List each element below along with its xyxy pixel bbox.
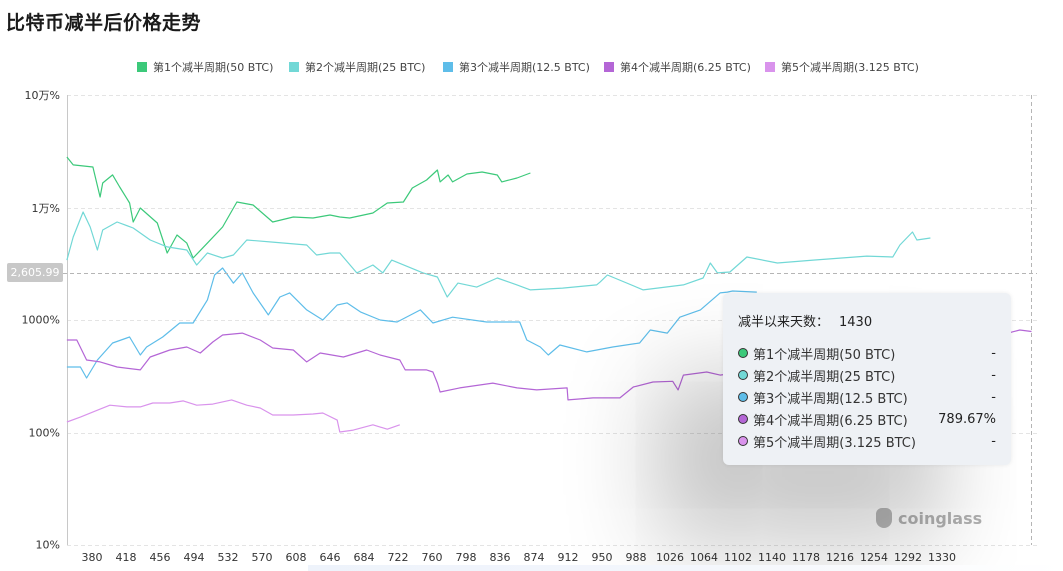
- y-tick-label: 10万%: [24, 89, 60, 102]
- x-tick-label: 836: [489, 551, 511, 564]
- series-dot-icon: [738, 370, 748, 380]
- legend-item-5[interactable]: 第5个减半周期(3.125 BTC): [765, 59, 919, 75]
- tooltip-row-label: 第4个减半周期(6.25 BTC): [753, 413, 908, 429]
- x-tick-label: 1254: [860, 551, 888, 564]
- x-tick-label: 570: [251, 551, 273, 564]
- tooltip-row: 第4个减半周期(6.25 BTC) 789.67%: [738, 409, 996, 429]
- tooltip-row: 第1个减半周期(50 BTC) -: [738, 343, 996, 363]
- y-tick-label: 1万%: [31, 201, 60, 215]
- legend-label: 第2个减半周期(25 BTC): [305, 61, 426, 74]
- x-tick-label: 1102: [724, 551, 752, 564]
- series-line-5[interactable]: [66, 399, 400, 433]
- series-line-3[interactable]: [66, 267, 757, 379]
- x-tick-label: 1330: [928, 551, 956, 564]
- crosshair-y-label: 2,605.99: [7, 263, 63, 282]
- legend-item-3[interactable]: 第3个减半周期(12.5 BTC): [443, 59, 590, 75]
- x-tick-label: 874: [523, 551, 545, 564]
- x-tick-label: 722: [387, 551, 409, 564]
- x-tick-label: 494: [183, 551, 205, 564]
- series-line-4[interactable]: [66, 329, 1032, 401]
- tooltip-row-value: -: [991, 433, 996, 449]
- legend-swatch-icon: [443, 62, 453, 72]
- legend-swatch-icon: [765, 62, 775, 72]
- legend-item-2[interactable]: 第2个减半周期(25 BTC): [289, 59, 425, 75]
- series-dot-icon: [738, 392, 748, 402]
- tooltip-row: 第2个减半周期(25 BTC) -: [738, 365, 996, 385]
- legend-label: 第5个减半周期(3.125 BTC): [781, 61, 919, 74]
- legend-swatch-icon: [289, 62, 299, 72]
- tooltip-row-value: -: [991, 345, 996, 361]
- chart-tooltip: 减半以来天数： 1430 第1个减半周期(50 BTC) - 第2个减半周期(25 B…: [723, 293, 1011, 465]
- x-tick-label: 608: [285, 551, 307, 564]
- x-tick-label: 988: [625, 551, 647, 564]
- x-tick-label: 1064: [690, 551, 718, 564]
- x-tick-label: 646: [319, 551, 341, 564]
- legend-swatch-icon: [604, 62, 614, 72]
- series-line-2[interactable]: [66, 211, 931, 298]
- x-tick-label: 418: [115, 551, 137, 564]
- legend-label: 第1个减半周期(50 BTC): [153, 61, 274, 74]
- x-tick-label: 1026: [656, 551, 684, 564]
- coinglass-logo-icon: [876, 508, 892, 528]
- bottom-strip: [308, 565, 1063, 571]
- x-tick-label: 1216: [826, 551, 854, 564]
- x-tick-label: 456: [149, 551, 171, 564]
- tooltip-row-value: -: [991, 367, 996, 383]
- tooltip-header-label: 减半以来天数：: [738, 315, 830, 330]
- tooltip-row-value: -: [991, 389, 996, 405]
- chart-legend: 第1个减半周期(50 BTC) 第2个减半周期(25 BTC) 第3个减半周期(12…: [0, 59, 1063, 77]
- tooltip-row-value: 789.67%: [938, 411, 996, 427]
- page-title: 比特币减半后价格走势: [6, 12, 202, 34]
- y-tick-label: 100%: [28, 426, 60, 439]
- legend-swatch-icon: [137, 62, 147, 72]
- tooltip-row-label: 第3个减半周期(12.5 BTC): [753, 391, 908, 407]
- y-tick-label: 10%: [35, 538, 60, 552]
- x-tick-label: 760: [421, 551, 443, 564]
- x-tick-label: 1140: [758, 551, 786, 564]
- series-dot-icon: [738, 348, 748, 358]
- legend-item-1[interactable]: 第1个减半周期(50 BTC): [137, 59, 273, 75]
- x-tick-label: 798: [455, 551, 477, 564]
- x-tick-label: 1178: [792, 551, 820, 564]
- x-tick-label: 532: [217, 551, 239, 564]
- legend-item-4[interactable]: 第4个减半周期(6.25 BTC): [604, 59, 751, 75]
- tooltip-row: 第3个减半周期(12.5 BTC) -: [738, 387, 996, 407]
- coinglass-watermark: coinglass: [876, 508, 982, 528]
- tooltip-header: 减半以来天数： 1430: [738, 311, 872, 330]
- x-tick-label: 950: [591, 551, 613, 564]
- series-dot-icon: [738, 414, 748, 424]
- tooltip-row-label: 第5个减半周期(3.125 BTC): [753, 435, 916, 451]
- series-line-1[interactable]: [66, 156, 531, 259]
- legend-label: 第3个减半周期(12.5 BTC): [459, 61, 590, 74]
- x-tick-label: 380: [81, 551, 103, 564]
- y-tick-label: 1000%: [21, 313, 60, 327]
- x-tick-label: 684: [353, 551, 375, 564]
- tooltip-row-label: 第2个减半周期(25 BTC): [753, 369, 896, 385]
- x-tick-label: 912: [557, 551, 579, 564]
- watermark-text: coinglass: [898, 508, 983, 528]
- tooltip-row-label: 第1个减半周期(50 BTC): [753, 347, 896, 363]
- series-dot-icon: [738, 436, 748, 446]
- tooltip-row: 第5个减半周期(3.125 BTC) -: [738, 431, 996, 451]
- x-tick-label: 1292: [894, 551, 922, 564]
- legend-label: 第4个减半周期(6.25 BTC): [620, 61, 751, 74]
- tooltip-header-value: 1430: [839, 315, 873, 330]
